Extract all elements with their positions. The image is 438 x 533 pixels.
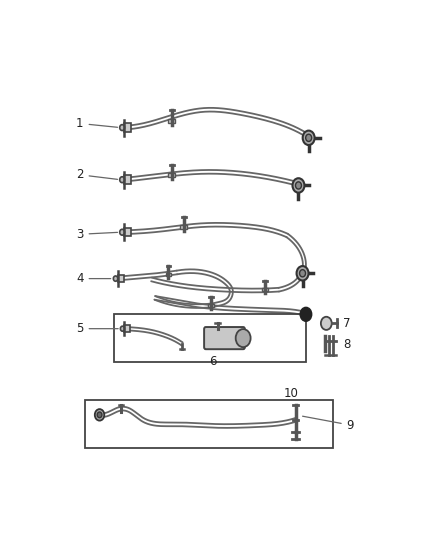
Circle shape [95,409,104,421]
Text: 4: 4 [76,272,111,285]
Text: 3: 3 [76,228,117,241]
Bar [166,273,171,276]
Bar [124,123,131,132]
Text: 8: 8 [343,338,351,351]
Circle shape [321,317,332,330]
Text: 5: 5 [76,322,118,335]
Bar [117,275,124,282]
Bar [169,118,175,123]
Text: 6: 6 [209,356,216,368]
Circle shape [113,276,118,281]
Text: 7: 7 [343,317,351,330]
Text: 1: 1 [76,117,117,130]
Circle shape [120,326,124,331]
Bar [262,288,268,292]
Circle shape [293,178,304,192]
Circle shape [97,412,102,418]
Circle shape [236,329,251,347]
Bar [180,225,187,229]
FancyBboxPatch shape [204,327,245,349]
Circle shape [300,270,306,277]
Circle shape [120,125,124,131]
Text: 10: 10 [283,387,298,400]
Circle shape [306,134,312,141]
Bar [208,304,214,307]
Bar [124,228,131,237]
Circle shape [300,308,312,321]
Bar [124,175,131,184]
Circle shape [297,266,308,280]
Text: 9: 9 [303,416,354,432]
Bar [169,173,175,177]
Bar [124,325,131,332]
Bar [114,314,306,361]
Circle shape [303,131,314,145]
Bar [85,400,333,448]
Circle shape [120,177,124,183]
Circle shape [296,182,301,189]
Circle shape [120,229,124,235]
Text: 2: 2 [76,168,117,181]
